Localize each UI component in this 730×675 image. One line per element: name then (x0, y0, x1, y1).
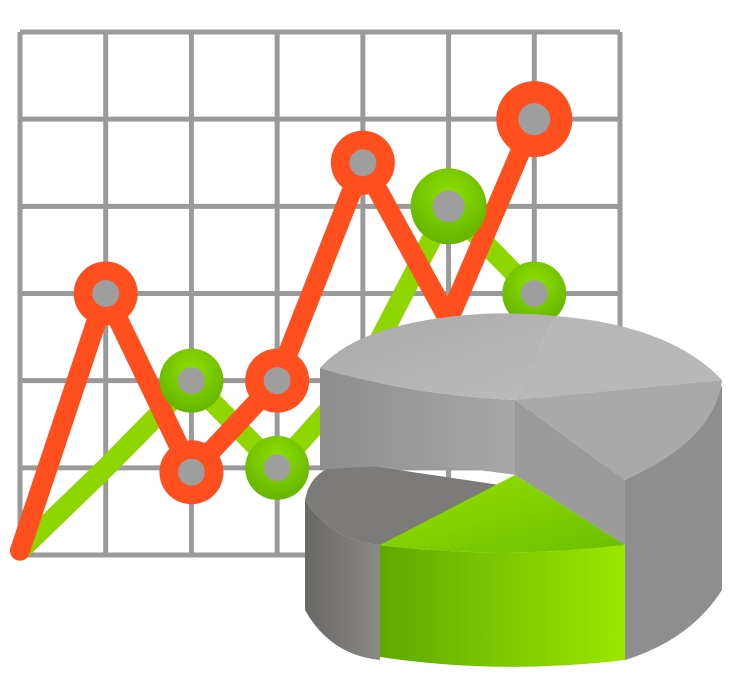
data-point-center-green (520, 280, 548, 307)
pie-slice-mid-top (515, 380, 722, 480)
data-point-center-orange (177, 458, 205, 486)
pie-slice-dark-top (305, 462, 520, 545)
data-point-center-green (263, 454, 291, 482)
data-point-center-green (177, 367, 205, 395)
pie-chart-3d (305, 313, 722, 667)
pie-slice-mid-side (625, 385, 722, 660)
pie-slice-light-side-front (515, 400, 625, 545)
data-point-center-green (432, 190, 465, 223)
data-point-center-orange (92, 280, 120, 307)
pie-slice-green-top (380, 475, 625, 553)
data-point-center-orange (518, 103, 551, 136)
data-point-center-orange (263, 367, 291, 395)
pie-slice-dark-side (305, 500, 380, 660)
pie-slice-light-top-2 (515, 316, 722, 400)
pie-slice-green-side (380, 545, 625, 667)
line-markers (73, 81, 573, 505)
pie-slice-left-side (320, 368, 515, 475)
pie-slice-light-top (320, 313, 555, 400)
data-point-center-orange (349, 149, 377, 177)
